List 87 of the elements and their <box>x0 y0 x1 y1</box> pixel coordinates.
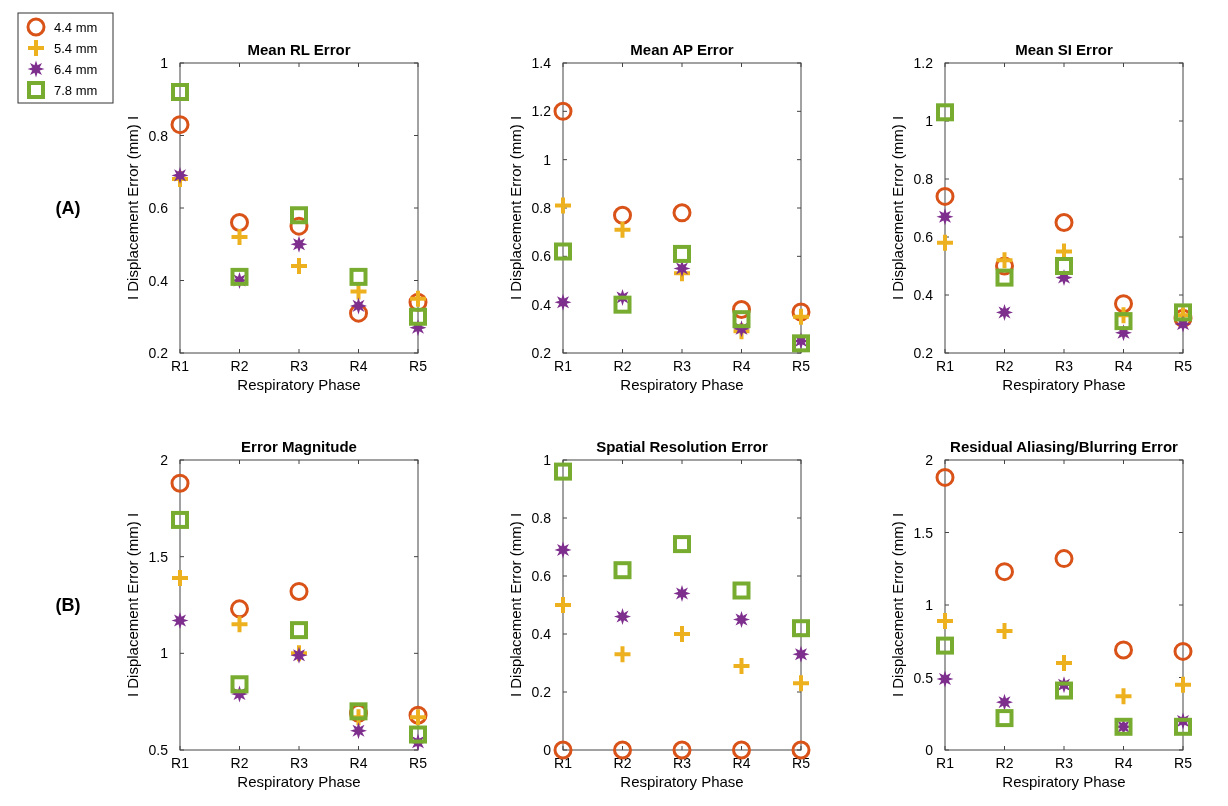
y-tick-label: 0.2 <box>913 345 934 361</box>
y-tick-label: 1.2 <box>913 55 934 71</box>
legend-label: 6.4 mm <box>54 62 98 77</box>
chart-title: Mean RL Error <box>247 41 351 58</box>
y-tick-label: 1.5 <box>148 548 169 565</box>
y-tick-label: 0.6 <box>913 229 934 245</box>
x-tick-label: R4 <box>732 755 751 771</box>
x-tick-label: R1 <box>936 358 955 374</box>
x-tick-label: R3 <box>290 755 309 771</box>
x-tick-label: R5 <box>792 358 811 374</box>
chart-title: Spatial Resolution Error <box>596 438 769 455</box>
x-tick-label: R4 <box>1114 755 1133 771</box>
x-tick-label: R4 <box>732 358 751 374</box>
x-tick-label: R1 <box>554 358 573 374</box>
y-tick-label: 2 <box>925 452 934 468</box>
y-tick-label: 0.6 <box>531 248 552 265</box>
x-tick-label: R2 <box>230 755 249 771</box>
x-tick-label: R2 <box>613 755 632 771</box>
y-tick-label: 0.6 <box>531 568 552 584</box>
x-axis-title: Respiratory Phase <box>237 773 361 790</box>
y-axis-title: I Displacement Error (mm) I <box>507 512 524 698</box>
y-tick-label: 0.2 <box>531 684 552 700</box>
y-tick-label: 0.8 <box>148 127 169 144</box>
y-tick-label: 0.4 <box>913 287 934 303</box>
y-axis-title: I Displacement Error (mm) I <box>889 115 906 301</box>
y-tick-label: 1 <box>160 55 169 71</box>
x-tick-label: R3 <box>290 358 309 374</box>
y-axis-title: I Displacement Error (mm) I <box>124 512 141 698</box>
x-tick-label: R1 <box>171 358 190 374</box>
x-tick-label: R2 <box>995 755 1014 771</box>
x-tick-label: R5 <box>409 358 428 374</box>
chart-title: Error Magnitude <box>241 438 357 455</box>
y-tick-label: 1 <box>543 452 552 468</box>
x-tick-label: R4 <box>349 755 368 771</box>
y-tick-label: 0.8 <box>913 171 934 187</box>
y-tick-label: 0.2 <box>531 345 552 361</box>
y-tick-label: 1.2 <box>531 103 552 120</box>
y-tick-label: 1 <box>543 151 552 168</box>
legend-label: 7.8 mm <box>54 83 98 98</box>
x-tick-label: R2 <box>613 358 632 374</box>
x-tick-label: R3 <box>1055 755 1074 771</box>
y-tick-label: 1.5 <box>913 524 934 541</box>
text: (A) <box>55 198 81 218</box>
x-tick-label: R5 <box>1174 755 1193 771</box>
y-axis-title: I Displacement Error (mm) I <box>124 115 141 301</box>
y-tick-label: 0.5 <box>913 669 934 686</box>
x-axis-title: Respiratory Phase <box>1002 376 1126 393</box>
chart-title: Mean SI Error <box>1015 41 1113 58</box>
x-tick-label: R2 <box>230 358 249 374</box>
chart-title: Mean AP Error <box>630 41 734 58</box>
y-tick-label: 0.4 <box>531 626 552 642</box>
x-tick-label: R4 <box>349 358 368 374</box>
x-tick-label: R3 <box>673 358 692 374</box>
y-tick-label: 0.2 <box>148 345 169 361</box>
x-tick-label: R1 <box>171 755 190 771</box>
x-axis-title: Respiratory Phase <box>620 773 744 790</box>
y-tick-label: 1 <box>925 597 934 613</box>
y-tick-label: 2 <box>160 452 169 468</box>
y-tick-label: 0.8 <box>531 200 552 216</box>
y-tick-label: 1.4 <box>531 55 552 71</box>
x-axis-title: Respiratory Phase <box>620 376 744 393</box>
x-axis-title: Respiratory Phase <box>237 376 361 393</box>
y-tick-label: 1 <box>925 113 934 129</box>
y-tick-label: 1 <box>160 645 169 662</box>
x-tick-label: R4 <box>1114 358 1133 374</box>
y-axis-title: I Displacement Error (mm) I <box>889 512 906 698</box>
x-tick-label: R1 <box>936 755 955 771</box>
chart-title: Residual Aliasing/Blurring Error <box>950 438 1179 455</box>
x-axis-title: Respiratory Phase <box>1002 773 1126 790</box>
x-tick-label: R5 <box>1174 358 1193 374</box>
y-tick-label: 0.8 <box>531 510 552 526</box>
y-tick-label: 0.6 <box>148 200 169 216</box>
legend-label: 5.4 mm <box>54 41 98 56</box>
y-tick-label: 0.4 <box>531 296 552 313</box>
x-tick-label: R2 <box>995 358 1014 374</box>
x-tick-label: R3 <box>673 755 692 771</box>
x-tick-label: R5 <box>792 755 811 771</box>
x-tick-label: R1 <box>554 755 573 771</box>
y-tick-label: 0 <box>543 742 552 758</box>
y-axis-title: I Displacement Error (mm) I <box>507 115 524 301</box>
x-tick-label: R5 <box>409 755 428 771</box>
x-tick-label: R3 <box>1055 358 1074 374</box>
y-tick-label: 0.4 <box>148 272 169 289</box>
y-tick-label: 0.5 <box>148 742 169 758</box>
legend-label: 4.4 mm <box>54 20 98 35</box>
y-tick-label: 0 <box>925 742 934 758</box>
text: (B) <box>55 595 81 615</box>
